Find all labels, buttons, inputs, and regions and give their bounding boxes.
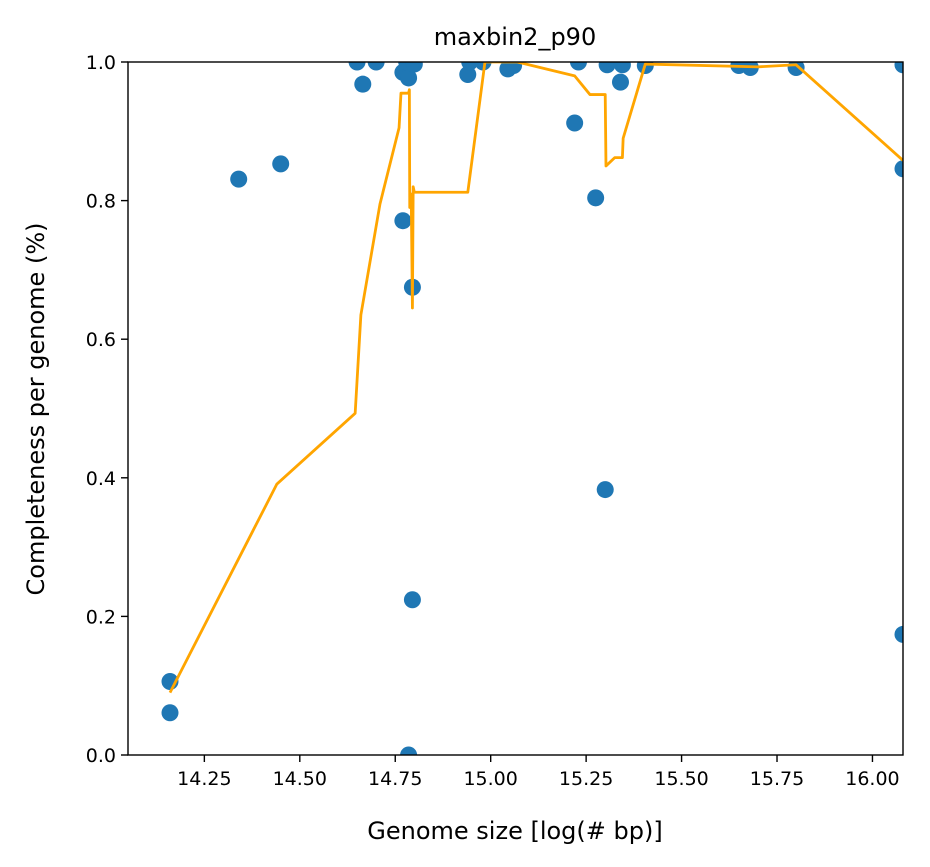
x-tick-label: 16.00 bbox=[845, 768, 899, 790]
scatter-point bbox=[367, 62, 385, 71]
x-axis-label: Genome size [log(# bp)] bbox=[367, 817, 662, 845]
scatter-point bbox=[230, 170, 248, 188]
scatter-point bbox=[587, 189, 605, 207]
scatter-point bbox=[611, 73, 629, 91]
scatter-point bbox=[403, 591, 421, 609]
scatter-point bbox=[161, 704, 179, 722]
x-tick-label: 15.50 bbox=[654, 768, 708, 790]
scatter-point bbox=[505, 62, 523, 74]
y-axis: 0.0 0.2 0.4 0.6 0.8 1.0 bbox=[86, 52, 128, 767]
chart-title: maxbin2_p90 bbox=[434, 23, 596, 51]
scatter-point bbox=[400, 69, 418, 87]
x-axis: 14.25 14.50 14.75 15.00 15.25 15.50 15.75 16.00 bbox=[177, 755, 900, 790]
scatter-point bbox=[459, 65, 477, 83]
scatter-point bbox=[894, 62, 903, 74]
y-tick-label: 0.0 bbox=[86, 745, 116, 767]
x-tick-label: 14.50 bbox=[273, 768, 327, 790]
scatter-point bbox=[354, 75, 372, 93]
scatter-series bbox=[161, 62, 903, 755]
y-tick-label: 0.4 bbox=[86, 468, 116, 490]
y-tick-label: 0.6 bbox=[86, 329, 116, 351]
scatter-point bbox=[394, 212, 412, 230]
scatter-point bbox=[405, 62, 423, 73]
scatter-point bbox=[894, 160, 903, 178]
scatter-point bbox=[566, 114, 584, 132]
x-tick-label: 14.25 bbox=[177, 768, 231, 790]
scatter-point bbox=[613, 62, 631, 74]
y-tick-label: 0.8 bbox=[86, 191, 116, 213]
scatter-point bbox=[569, 62, 587, 71]
y-tick-label: 0.2 bbox=[86, 606, 116, 628]
scatter-point bbox=[596, 481, 614, 499]
scatter-point bbox=[598, 62, 616, 74]
x-tick-label: 15.25 bbox=[559, 768, 613, 790]
scatter-point bbox=[461, 62, 479, 71]
trend-line bbox=[168, 62, 903, 694]
x-tick-label: 15.75 bbox=[750, 768, 804, 790]
scatter-point bbox=[348, 62, 366, 71]
x-tick-label: 14.75 bbox=[368, 768, 422, 790]
plot-area bbox=[161, 62, 903, 755]
scatter-point bbox=[272, 155, 290, 173]
scatter-point bbox=[894, 625, 903, 643]
plot-frame bbox=[127, 61, 904, 756]
scatter-point bbox=[400, 746, 418, 755]
x-tick-label: 15.00 bbox=[463, 768, 517, 790]
y-tick-label: 1.0 bbox=[86, 52, 116, 74]
y-axis-label: Completeness per genome (%) bbox=[22, 223, 50, 596]
